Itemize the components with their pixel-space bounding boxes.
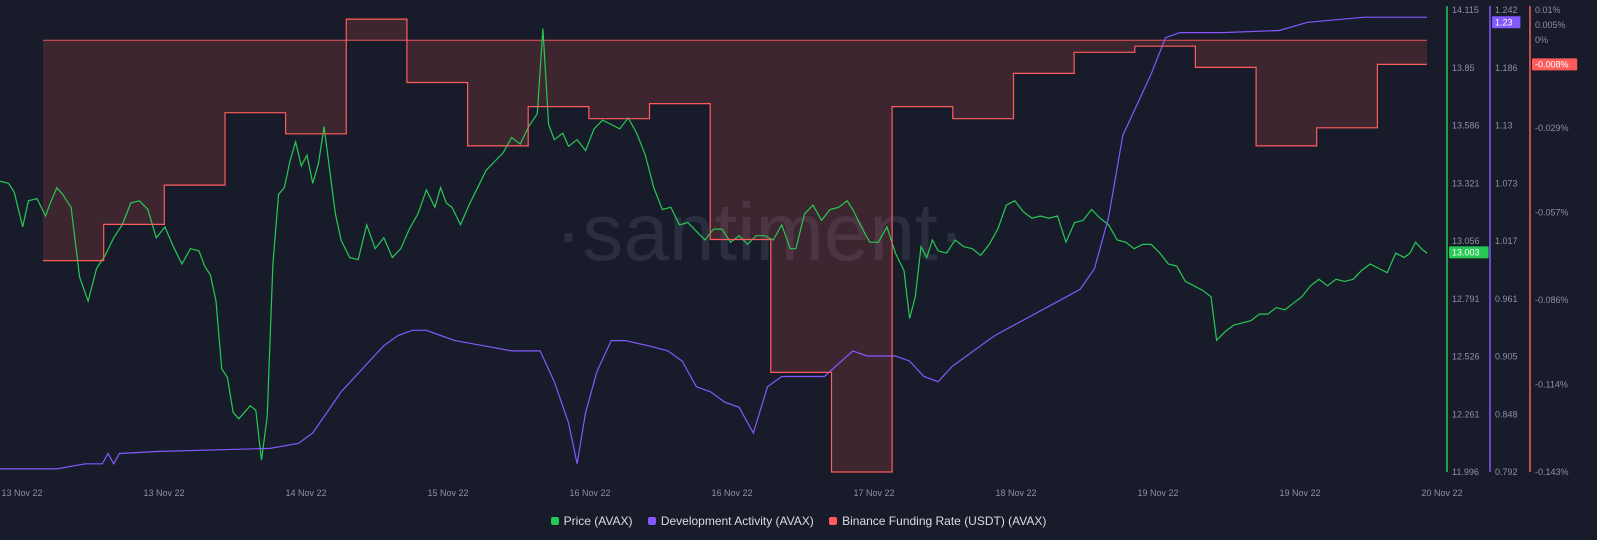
x-tick-label: 14 Nov 22: [285, 488, 326, 498]
funding-tick-label: 0%: [1535, 35, 1548, 45]
x-tick-label: 19 Nov 22: [1279, 488, 1320, 498]
legend-item-dev[interactable]: Development Activity (AVAX): [647, 514, 814, 528]
funding-tick-label: -0.086%: [1535, 295, 1569, 305]
funding-current-value: -0.008%: [1535, 59, 1569, 69]
legend-label-dev: Development Activity (AVAX): [660, 514, 814, 528]
legend: Price (AVAX) Development Activity (AVAX)…: [0, 514, 1597, 528]
funding-tick-label: -0.114%: [1535, 379, 1568, 389]
legend-swatch-dev: [647, 517, 656, 525]
dev-activity-series-line: [0, 16, 1427, 470]
price-tick-label: 12.791: [1452, 294, 1480, 304]
dev-tick-label: 0.848: [1495, 409, 1518, 419]
dev-tick-label: 1.186: [1495, 63, 1518, 73]
dev-tick-label: 1.13: [1495, 121, 1513, 131]
funding-tick-label: -0.029%: [1535, 123, 1569, 133]
funding-tick-label: 0.01%: [1535, 5, 1561, 15]
funding-rate-series-line: [43, 18, 1427, 473]
x-tick-label: 18 Nov 22: [995, 488, 1036, 498]
legend-item-price[interactable]: Price (AVAX): [550, 514, 633, 528]
x-tick-label: 13 Nov 22: [143, 488, 184, 498]
x-tick-label: 17 Nov 22: [853, 488, 894, 498]
price-tick-label: 13.85: [1452, 63, 1475, 73]
dev-tick-label: 0.905: [1495, 352, 1518, 362]
funding-area-fill: [43, 19, 1427, 472]
x-tick-label: 20 Nov 22: [1421, 488, 1462, 498]
price-tick-label: 12.261: [1452, 409, 1480, 419]
funding-tick-label: 0.005%: [1535, 20, 1566, 30]
funding-current-badge: [1532, 58, 1578, 71]
price-tick-label: 11.996: [1452, 467, 1479, 477]
dev-tick-label: 0.792: [1495, 467, 1518, 477]
price-tick-label: 13.056: [1452, 236, 1480, 246]
legend-item-funding[interactable]: Binance Funding Rate (USDT) (AVAX): [829, 514, 1046, 528]
dev-current-badge: [1492, 16, 1521, 29]
dev-tick-label: 0.961: [1495, 294, 1518, 304]
x-tick-label: 19 Nov 22: [1137, 488, 1178, 498]
price-tick-label: 13.586: [1452, 121, 1480, 131]
funding-tick-label: -0.143%: [1535, 467, 1569, 477]
watermark: ·santiment·: [555, 187, 965, 278]
x-tick-label: 13 Nov 22: [1, 488, 42, 498]
price-tick-label: 13.321: [1452, 178, 1480, 188]
x-tick-label: 16 Nov 22: [569, 488, 610, 498]
price-tick-label: 12.526: [1452, 352, 1480, 362]
dev-current-value: 1.23: [1495, 17, 1513, 27]
x-tick-label: 15 Nov 22: [427, 488, 468, 498]
legend-swatch-funding: [829, 517, 838, 525]
x-tick-label: 16 Nov 22: [711, 488, 752, 498]
price-series-line: [0, 28, 1428, 461]
legend-swatch-price: [550, 517, 559, 525]
dev-tick-label: 1.073: [1495, 178, 1518, 188]
dev-tick-label: 1.242: [1495, 5, 1518, 15]
legend-label-funding: Binance Funding Rate (USDT) (AVAX): [842, 514, 1047, 528]
price-current-value: 13.003: [1452, 247, 1480, 257]
legend-label-price: Price (AVAX): [563, 514, 633, 528]
price-current-badge: [1449, 246, 1489, 259]
funding-tick-label: -0.057%: [1535, 207, 1569, 217]
price-tick-label: 14.115: [1452, 5, 1479, 15]
dev-tick-label: 1.017: [1495, 236, 1518, 246]
